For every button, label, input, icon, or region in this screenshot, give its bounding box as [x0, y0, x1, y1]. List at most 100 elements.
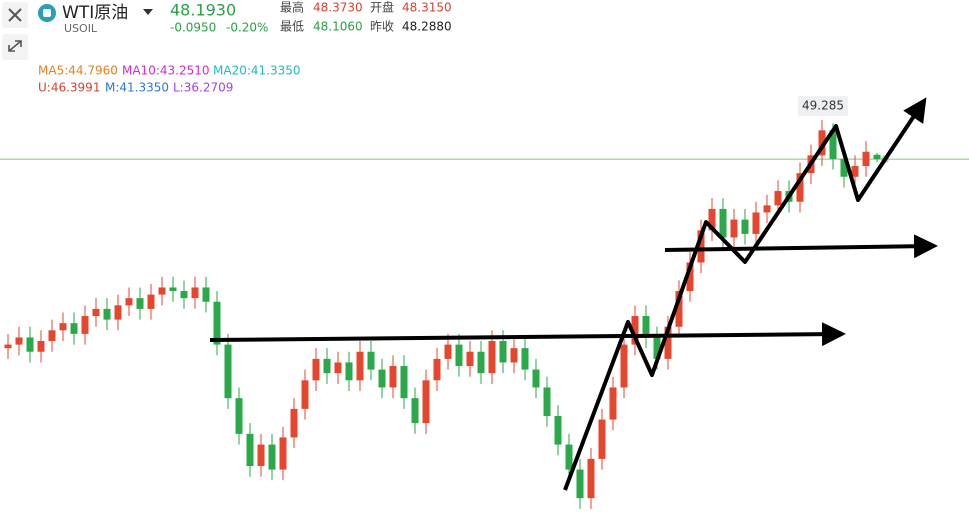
candle-body	[180, 291, 188, 299]
arrow	[209, 322, 846, 347]
ma10: MA10:43.2510	[122, 64, 210, 78]
code: USOIL	[64, 22, 98, 35]
symbol[interactable]: WTI原油	[62, 3, 128, 23]
candle-body	[114, 305, 122, 320]
stat-label: 昨收	[370, 20, 394, 34]
ma5: MA5:44.7960	[38, 64, 118, 78]
candle-body	[730, 219, 738, 238]
candle-body	[675, 291, 683, 327]
candle-body	[708, 208, 716, 231]
candle-body	[642, 316, 650, 338]
candle-body	[345, 362, 353, 381]
candle-body	[136, 298, 144, 309]
candle-body	[59, 323, 67, 331]
candle-body	[191, 287, 199, 299]
ma20: MA20:41.3350	[213, 64, 301, 78]
candle-body	[851, 166, 859, 177]
candle-body	[301, 380, 309, 409]
candle-body	[653, 337, 661, 359]
candle-body	[367, 351, 375, 370]
candle-body	[224, 344, 232, 399]
candle-body	[719, 208, 727, 238]
change-pct: -0.20%	[226, 21, 268, 35]
candle-body	[488, 341, 496, 374]
stat-label: 开盘	[370, 0, 394, 15]
price: 48.1930	[170, 1, 236, 20]
max-label-box	[798, 96, 848, 117]
candle-body	[158, 287, 166, 295]
candle-body	[389, 366, 397, 388]
candle-body	[169, 287, 177, 292]
candle-body	[290, 408, 298, 438]
candle-body	[444, 344, 452, 359]
candle-body	[400, 366, 408, 399]
change: -0.0950	[170, 21, 216, 35]
boll-upper: U:46.3991	[38, 81, 100, 95]
candle-body	[664, 326, 672, 359]
dropdown[interactable]	[143, 9, 153, 15]
max-label: 49.285	[802, 99, 844, 113]
candle-body	[422, 380, 430, 424]
candle-body	[543, 387, 551, 417]
candle-body	[268, 444, 276, 470]
candle-body	[323, 358, 331, 374]
candle-body	[873, 154, 881, 160]
candle-body	[70, 323, 78, 334]
boll-lower: L:36.2709	[173, 81, 233, 95]
candle-body	[81, 316, 89, 334]
candle-body	[697, 230, 705, 263]
candle-body	[741, 219, 749, 234]
candle-body	[48, 330, 56, 342]
candle-body	[312, 358, 320, 381]
candle-body	[477, 351, 485, 374]
candle-body	[37, 341, 45, 352]
candle-body	[631, 316, 639, 345]
candle-body	[686, 262, 694, 292]
candle-body	[763, 205, 771, 213]
candle-body	[4, 344, 12, 349]
candle-body	[235, 398, 243, 434]
candle-body	[609, 387, 617, 420]
candle-body	[202, 287, 210, 302]
annotations	[209, 97, 938, 491]
candle-body	[466, 351, 474, 367]
candle-body	[840, 158, 848, 177]
candle-body	[411, 398, 419, 424]
candle-body	[598, 419, 606, 459]
candle-body	[796, 173, 804, 202]
candle-body	[620, 344, 628, 388]
candle-body	[554, 416, 562, 445]
candle-body	[433, 358, 441, 381]
candle-body	[378, 369, 386, 388]
boll-mid: M:41.3350	[105, 81, 169, 95]
stat-value: 48.2880	[402, 20, 452, 34]
candle-body	[213, 301, 221, 345]
stat-label: 最高	[280, 0, 304, 15]
candle-body	[92, 308, 100, 317]
symbol-icon-mark	[43, 9, 51, 17]
stat-label: 最低	[280, 20, 304, 34]
candle-body	[15, 337, 23, 345]
candle-body	[587, 458, 595, 499]
arrow	[664, 234, 938, 259]
candle-body	[752, 212, 760, 234]
candle-body	[818, 130, 826, 156]
candle-body	[147, 294, 155, 309]
arrow	[563, 97, 927, 491]
expand-icon	[8, 40, 22, 52]
candle-body	[862, 151, 870, 167]
candle-body	[532, 369, 540, 388]
candle-body	[125, 298, 133, 306]
candle-body	[26, 337, 34, 352]
candle-body	[334, 362, 342, 374]
close-icon	[8, 8, 22, 22]
stat-value: 48.1060	[313, 20, 363, 34]
candle-body	[356, 351, 364, 381]
candle-body	[565, 444, 573, 470]
candle-body	[774, 191, 782, 206]
stat-value: 48.3150	[402, 1, 452, 15]
candle-body	[510, 348, 518, 363]
candle-body	[499, 341, 507, 363]
